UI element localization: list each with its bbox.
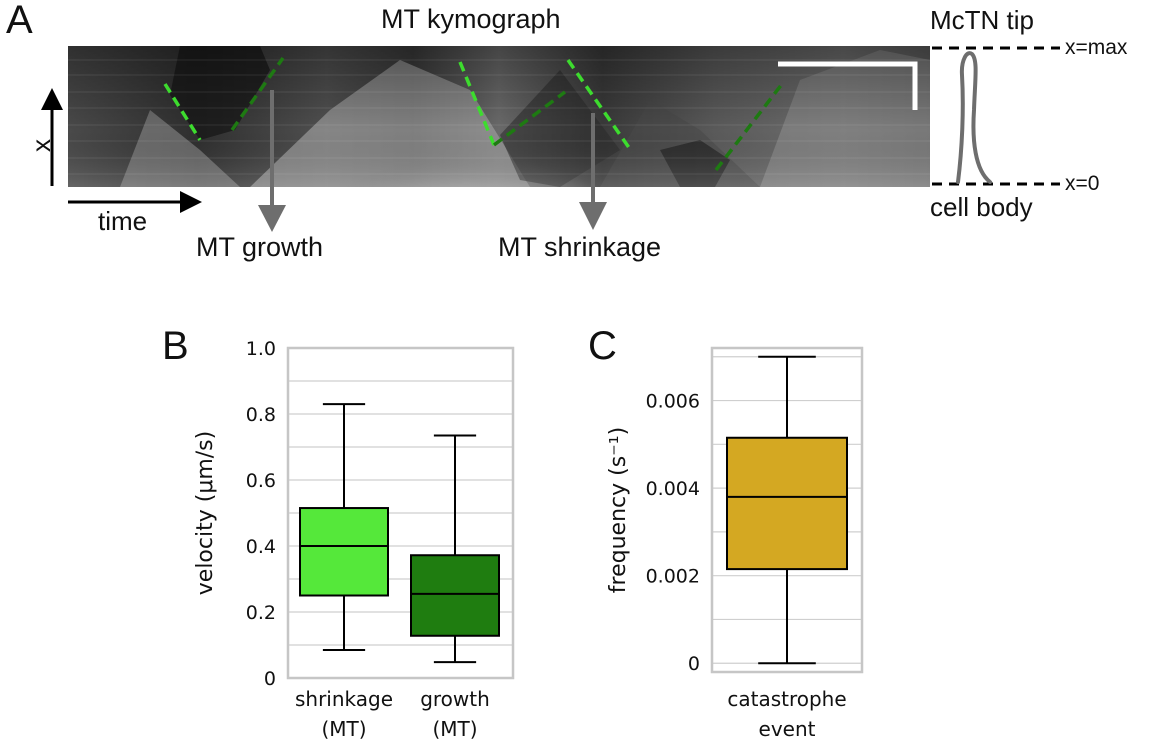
x0-label: x=0 <box>1065 172 1100 195</box>
xmax-label: x=max <box>1065 36 1128 59</box>
time-arrow <box>68 191 202 213</box>
y-tick-label: 0.2 <box>246 602 276 624</box>
plot-frame <box>710 346 864 674</box>
kymograph-figure <box>41 46 1060 232</box>
box-iqr <box>726 436 848 571</box>
y-tick-label: 0.002 <box>646 566 700 588</box>
panel-a-letter: A <box>6 0 33 42</box>
category-label: shrinkage <box>295 687 393 711</box>
growth-trace-3 <box>714 82 784 172</box>
x-axis-label: x <box>26 139 56 152</box>
scale-bar <box>778 61 918 110</box>
y-tick-label: 0.004 <box>646 478 700 500</box>
y-tick-label: 0 <box>688 653 700 675</box>
shrinkage-label: MT shrinkage <box>498 232 662 262</box>
panel-b-letter: B <box>162 324 189 368</box>
box-iqr <box>410 554 500 637</box>
plot-area <box>712 348 862 672</box>
y-axis-label: velocity (μm/s) <box>193 431 218 595</box>
shrinkage-arrow <box>579 113 607 230</box>
time-label: time <box>98 206 148 236</box>
growth-trace-1 <box>230 56 285 132</box>
category-label: (MT) <box>432 717 477 741</box>
growth-trace-2 <box>492 90 567 147</box>
y-tick-label: 1.0 <box>246 338 276 360</box>
category-label: event <box>759 717 816 741</box>
tip-label: McTN tip <box>930 5 1034 35</box>
shrinkage-trace-1 <box>163 83 202 141</box>
plot-area <box>288 348 513 678</box>
y-tick-label: 0.6 <box>246 470 276 492</box>
panel-c-letter: C <box>588 324 617 368</box>
body-label: cell body <box>930 192 1033 222</box>
y-tick-label: 0.8 <box>246 404 276 426</box>
x-axis-arrow <box>41 88 63 186</box>
kymograph-image <box>68 46 930 187</box>
plot-frame <box>286 346 515 680</box>
kymograph-title: MT kymograph <box>381 4 561 34</box>
neurite-schematic <box>956 51 992 184</box>
shrinkage-trace-3 <box>566 59 634 153</box>
y-tick-label: 0.006 <box>646 391 700 413</box>
category-label: growth <box>420 687 490 711</box>
box-iqr <box>299 507 389 597</box>
y-tick-label: 0.4 <box>246 536 276 558</box>
growth-arrow <box>258 90 286 232</box>
category-label: (MT) <box>321 717 366 741</box>
y-tick-label: 0 <box>264 668 276 690</box>
y-axis-label: frequency (s⁻¹) <box>606 427 631 593</box>
growth-label: MT growth <box>196 232 324 262</box>
category-label: catastrophe <box>727 687 846 711</box>
